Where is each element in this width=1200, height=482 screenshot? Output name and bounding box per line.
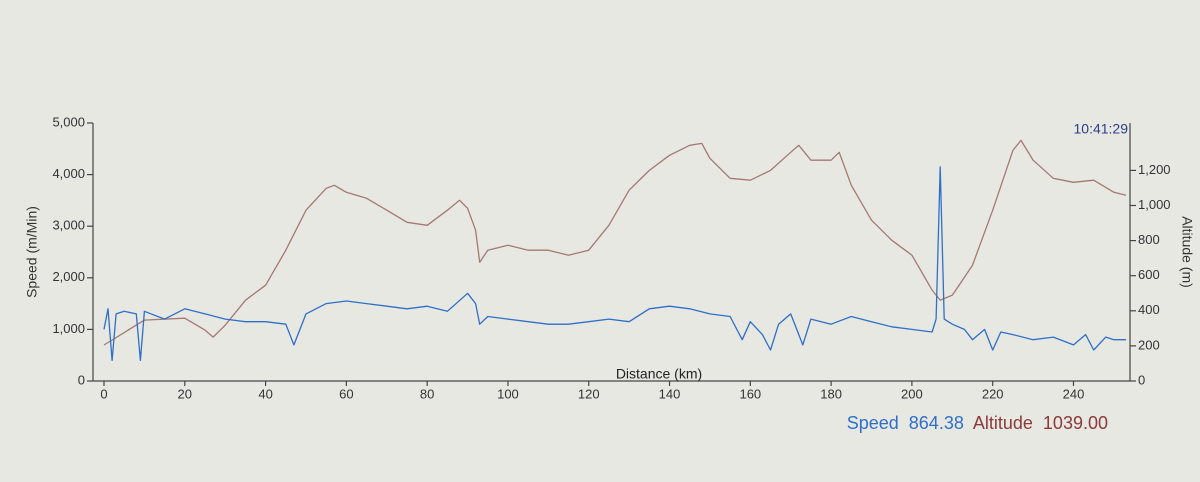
x-tick-label: 100 (497, 386, 519, 401)
y2-tick-label: 800 (1138, 232, 1160, 247)
y2-tick-label: 200 (1138, 337, 1160, 352)
y-axis-label: Speed (m/Min) (24, 206, 40, 298)
y-tick-label: 2,000 (52, 269, 85, 284)
x-tick-label: 20 (178, 386, 192, 401)
x-tick-label: 120 (578, 386, 600, 401)
line-series (103, 139, 1127, 346)
time-readout: 10:41:29 (1074, 121, 1129, 137)
y2-tick-label: 400 (1138, 302, 1160, 317)
speed-name: Speed (847, 413, 899, 433)
y2-axis-label: Altitude (m) (1179, 216, 1195, 288)
x-tick-label: 160 (739, 386, 761, 401)
y-tick-label: 0 (78, 372, 85, 387)
x-tick-label: 80 (420, 386, 434, 401)
x-tick-label: 200 (901, 386, 923, 401)
line-series (103, 166, 1126, 362)
speed-value: 864.38 (909, 413, 964, 433)
x-tick-label: 220 (982, 386, 1004, 401)
y2-tick-label: 1,200 (1138, 162, 1171, 177)
altitude-name: Altitude (973, 413, 1033, 433)
readout: Speed 864.38 Altitude 1039.00 (847, 413, 1108, 433)
x-tick-label: 40 (258, 386, 272, 401)
x-tick-label: 240 (1063, 386, 1085, 401)
y-tick-label: 3,000 (52, 218, 85, 233)
altitude-value: 1039.00 (1043, 413, 1108, 433)
y-tick-label: 5,000 (52, 114, 85, 129)
y-tick-label: 4,000 (52, 166, 85, 181)
x-tick-label: 60 (339, 386, 353, 401)
x-tick-label: 0 (100, 386, 107, 401)
x-tick-label: 180 (820, 386, 842, 401)
x-axis-label: Distance (km) (616, 366, 702, 382)
x-tick-label: 140 (659, 386, 681, 401)
y2-tick-label: 600 (1138, 267, 1160, 282)
y-tick-label: 1,000 (52, 321, 85, 336)
y2-tick-label: 0 (1138, 372, 1145, 387)
y2-tick-label: 1,000 (1138, 197, 1171, 212)
